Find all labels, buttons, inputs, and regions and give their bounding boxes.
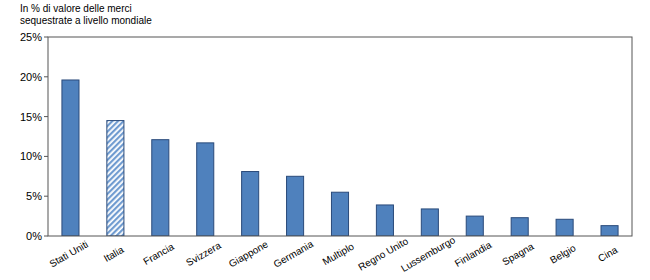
tick-label: 15% <box>20 111 42 123</box>
category-label: Cina <box>596 244 620 264</box>
category-label: Stati Uniti <box>47 239 90 270</box>
category-label: Svizzera <box>184 239 223 268</box>
bar <box>331 192 348 236</box>
bar <box>466 216 483 236</box>
category-label: Spagna <box>500 240 536 267</box>
category-label: Giappone <box>227 238 270 269</box>
bar <box>556 219 573 236</box>
tick-label: 25% <box>20 31 42 43</box>
bar <box>421 209 438 236</box>
category-label: Francia <box>141 241 176 267</box>
axis-title: sequestrate a livello mondiale <box>20 15 152 26</box>
tick-mark <box>44 116 48 117</box>
bar <box>242 172 259 236</box>
category-label: Lussemburgo <box>399 234 457 274</box>
tick-mark <box>44 236 48 237</box>
chart-container: In % di valore delle mercisequestrate a … <box>0 0 650 280</box>
tick-mark <box>44 76 48 77</box>
tick-mark <box>44 196 48 197</box>
chart-svg: In % di valore delle mercisequestrate a … <box>0 0 650 280</box>
bar <box>152 140 169 236</box>
axis-title: In % di valore delle merci <box>20 3 132 14</box>
tick-mark <box>44 37 48 38</box>
category-label: Italia <box>102 244 126 264</box>
bar <box>287 176 304 236</box>
plot-frame <box>48 37 632 236</box>
tick-mark <box>44 156 48 157</box>
tick-label: 10% <box>20 150 42 162</box>
bar <box>376 205 393 236</box>
tick-label: 0% <box>26 230 42 242</box>
category-label: Multiplo <box>321 240 357 267</box>
category-label: Belgio <box>548 242 578 266</box>
tick-label: 20% <box>20 71 42 83</box>
bar <box>107 121 124 236</box>
bar <box>62 80 79 236</box>
category-label: Finlandia <box>453 239 494 269</box>
bar <box>601 226 618 236</box>
bar <box>511 218 528 236</box>
tick-label: 5% <box>26 190 42 202</box>
bar <box>197 143 214 236</box>
category-label: Germania <box>272 238 316 270</box>
plot-background <box>48 37 632 236</box>
bars <box>62 80 618 236</box>
